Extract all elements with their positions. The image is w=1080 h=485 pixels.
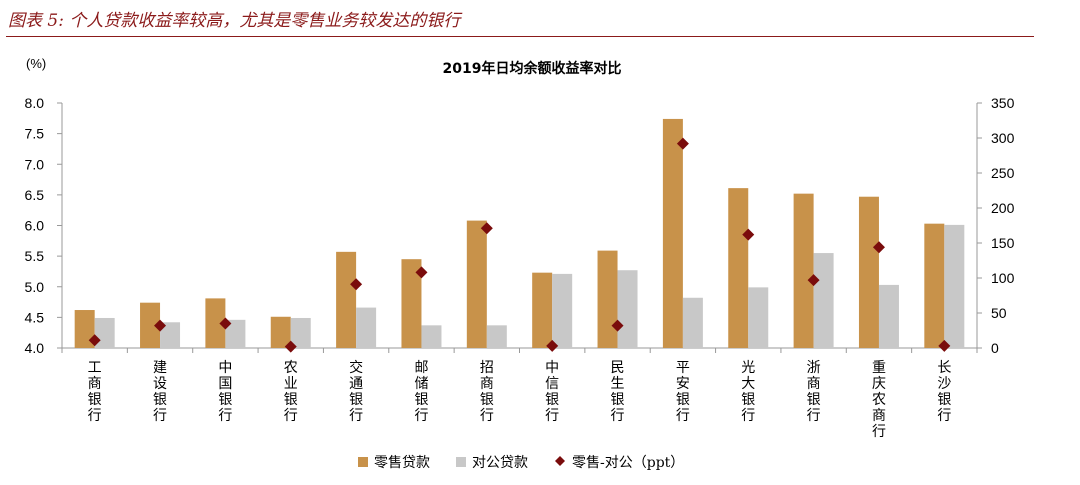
category-label: 中信银行 (545, 360, 559, 424)
category-label: 交通银行 (349, 359, 363, 424)
legend-swatch-retail (358, 457, 368, 467)
figure-title: 图表 5: 个人贷款收益率较高，尤其是零售业务较发达的银行 (8, 11, 461, 31)
y-tick-label: 6.5 (25, 187, 45, 203)
bar-corporate-loan (617, 270, 638, 348)
marker-retail-minus-corporate (219, 317, 232, 330)
bar-retail-loan (793, 193, 814, 348)
bar-retail-loan (858, 196, 879, 348)
category-label: 长沙银行 (937, 360, 951, 424)
bar-retail-loan (924, 223, 945, 348)
y-tick-label: 5.5 (25, 248, 45, 264)
bar-retail-loan (728, 188, 749, 348)
y2-tick-label: 50 (991, 305, 1007, 321)
category-label: 民生银行 (611, 360, 625, 424)
y2-tick-label: 150 (991, 235, 1015, 251)
y-tick-label: 8.0 (25, 95, 45, 111)
legend-label-diff: 零售-对公（ppt） (572, 455, 684, 471)
y2-tick-label: 350 (991, 95, 1015, 111)
legend-swatch-corporate (456, 457, 466, 467)
marker-retail-minus-corporate (480, 222, 493, 235)
y2-tick-label: 200 (991, 200, 1015, 216)
marker-retail-minus-corporate (938, 339, 951, 352)
y-tick-label: 4.0 (25, 340, 45, 356)
y-axis-unit: (%) (26, 56, 46, 71)
bar-corporate-loan (290, 317, 311, 348)
bar-corporate-loan (552, 273, 573, 348)
marker-retail-minus-corporate (546, 339, 559, 352)
chart-title: 2019年日均余额收益率对比 (443, 60, 622, 77)
bar-corporate-loan (225, 319, 246, 348)
bar-corporate-loan (813, 253, 834, 348)
bar-corporate-loan (682, 297, 703, 348)
bar-retail-loan (270, 316, 291, 348)
title-divider (6, 36, 1034, 37)
y-tick-label: 5.0 (25, 279, 45, 295)
marker-retail-minus-corporate (88, 334, 101, 347)
bar-retail-loan (401, 259, 422, 348)
bar-retail-loan (466, 220, 487, 348)
bar-retail-loan (532, 272, 553, 348)
category-label: 中国银行 (218, 360, 232, 424)
bar-corporate-loan (356, 307, 377, 348)
bar-corporate-loan (878, 284, 899, 348)
bar-retail-loan (205, 298, 226, 348)
y-tick-label: 7.5 (25, 126, 45, 142)
bar-corporate-loan (160, 322, 181, 348)
category-label: 浙商银行 (807, 360, 821, 424)
category-label: 工商银行 (88, 360, 102, 424)
marker-retail-minus-corporate (415, 266, 428, 279)
category-label: 农业银行 (284, 360, 298, 424)
bar-corporate-loan (94, 317, 115, 348)
marker-retail-minus-corporate (284, 340, 297, 353)
bar-corporate-loan (421, 325, 442, 348)
marker-retail-minus-corporate (742, 228, 755, 241)
y2-tick-label: 300 (991, 130, 1015, 146)
bar-retail-loan (597, 250, 618, 348)
bar-retail-loan (336, 251, 357, 348)
legend-label-retail: 零售贷款 (374, 455, 430, 471)
marker-retail-minus-corporate (872, 241, 885, 254)
category-label: 平安银行 (676, 360, 690, 424)
category-label: 招商银行 (480, 360, 494, 424)
legend-marker-diff (555, 456, 565, 466)
marker-retail-minus-corporate (676, 137, 689, 150)
y-tick-label: 7.0 (25, 156, 45, 172)
marker-retail-minus-corporate (350, 278, 363, 291)
bar-corporate-loan (748, 287, 769, 348)
marker-retail-minus-corporate (611, 319, 624, 332)
bar-retail-loan (74, 310, 95, 348)
bar-retail-loan (140, 302, 161, 348)
bar-corporate-loan (944, 224, 965, 348)
marker-retail-minus-corporate (807, 274, 820, 287)
legend-label-corporate: 对公贷款 (472, 455, 528, 471)
bar-corporate-loan (486, 325, 507, 348)
y2-tick-label: 250 (991, 165, 1015, 181)
category-label: 重庆农商行 (872, 360, 886, 440)
category-label: 建设银行 (153, 360, 167, 424)
y2-tick-label: 100 (991, 270, 1015, 286)
marker-retail-minus-corporate (154, 319, 167, 332)
bar-retail-loan (662, 118, 683, 348)
category-label: 邮储银行 (414, 360, 428, 424)
y2-tick-label: 0 (991, 340, 999, 356)
y-tick-label: 6.0 (25, 218, 45, 234)
y-tick-label: 4.5 (25, 309, 45, 325)
category-label: 光大银行 (741, 360, 755, 424)
